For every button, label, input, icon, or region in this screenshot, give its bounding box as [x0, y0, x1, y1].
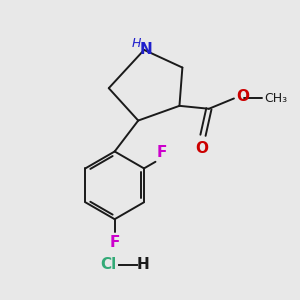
- Text: F: F: [157, 145, 167, 160]
- Text: H: H: [132, 37, 141, 50]
- Text: H: H: [136, 257, 149, 272]
- Text: F: F: [110, 236, 120, 250]
- Text: CH₃: CH₃: [264, 92, 287, 105]
- Text: N: N: [140, 42, 153, 57]
- Text: Cl: Cl: [101, 257, 117, 272]
- Text: O: O: [236, 89, 249, 104]
- Text: O: O: [195, 141, 208, 156]
